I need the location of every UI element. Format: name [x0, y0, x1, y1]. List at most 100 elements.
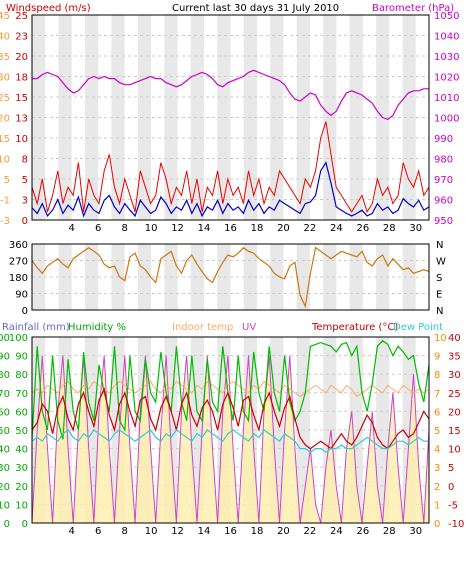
y-tick-label: -5: [448, 500, 458, 511]
y-tick-label: 30: [0, 463, 10, 474]
x-tick-label: 4: [69, 223, 75, 234]
y-tick-label: 10: [15, 134, 28, 145]
y-tick-label: 3: [434, 463, 440, 474]
y-tick-label: 30: [15, 463, 28, 474]
x-tick-label: 6: [95, 526, 101, 537]
y-tick-label: 35: [0, 52, 10, 63]
humidity-line: [31, 339, 430, 440]
x-tick-label: 16: [224, 526, 237, 537]
y-tick-label: 50: [0, 426, 10, 437]
y-tick-label: 9: [434, 352, 440, 363]
y-tick-label: 18: [15, 73, 28, 84]
y-tick-label: 270: [9, 257, 28, 268]
y-tick-label: 5: [4, 175, 10, 186]
y-tick-label: 40: [448, 333, 461, 344]
day-band: [58, 15, 72, 220]
y-tick-label: 90: [15, 352, 28, 363]
y-tick-label: 13: [15, 114, 28, 125]
y-tick-label: 5: [434, 426, 440, 437]
y-tick-label: 40: [15, 445, 28, 456]
y-tick-label: 45: [0, 11, 10, 22]
day-band: [402, 15, 416, 220]
y-tick-label: 20: [15, 52, 28, 63]
y-tick-label: 50: [15, 426, 28, 437]
y-tick-label: 1000: [434, 114, 459, 125]
y-tick-label: 1010: [434, 93, 459, 104]
wind-barometer-panel: 45403530252015105-1-32523201815131085301…: [0, 11, 459, 234]
y-tick-label: 8: [22, 155, 28, 166]
y-tick-label: 5: [22, 175, 28, 186]
day-band: [84, 15, 99, 220]
y-tick-label: 0: [22, 306, 28, 317]
y-tick-label: 60: [0, 407, 10, 418]
y-tick-label: 60: [15, 407, 28, 418]
y-tick-label: 10: [448, 445, 461, 456]
y-tick-label: -10: [448, 519, 464, 530]
y-tick-label: W: [436, 257, 446, 268]
y-tick-label: 90: [15, 290, 28, 301]
y-tick-label: 30: [0, 73, 10, 84]
day-band: [270, 15, 284, 220]
climate-panel: 1009080706050403020100100908070605040302…: [0, 333, 464, 537]
y-tick-label: 990: [434, 134, 453, 145]
plot-border: [31, 243, 430, 311]
x-tick-label: 20: [277, 223, 290, 234]
y-tick-label: 3: [22, 196, 28, 207]
y-tick-label: 10: [15, 500, 28, 511]
day-band: [217, 15, 231, 220]
x-tick-label: 30: [409, 223, 422, 234]
x-tick-label: 8: [121, 526, 127, 537]
y-tick-label: -1: [0, 196, 10, 207]
gust-line: [31, 121, 430, 213]
y-tick-label: 25: [448, 389, 461, 400]
x-tick-label: 14: [198, 223, 211, 234]
y-tick-label: S: [436, 273, 442, 284]
y-tick-label: 8: [434, 370, 440, 381]
x-tick-label: 22: [304, 223, 317, 234]
x-tick-label: 28: [383, 526, 396, 537]
y-tick-label: 70: [15, 389, 28, 400]
y-tick-label: 10: [0, 155, 10, 166]
y-tick-label: 20: [448, 407, 461, 418]
y-tick-label: 20: [0, 482, 10, 493]
y-tick-label: 970: [434, 175, 453, 186]
y-tick-label: 950: [434, 216, 453, 227]
y-tick-label: N: [436, 306, 443, 317]
y-tick-label: 23: [15, 32, 28, 43]
y-tick-label: 20: [0, 114, 10, 125]
y-tick-label: 40: [0, 32, 10, 43]
x-tick-label: 10: [145, 223, 158, 234]
x-tick-label: 18: [251, 526, 264, 537]
day-band: [137, 15, 152, 220]
y-tick-label: 30: [448, 370, 461, 381]
direction-line: [31, 246, 430, 309]
y-tick-label: 0: [448, 482, 454, 493]
y-tick-label: 80: [15, 370, 28, 381]
y-tick-label: 1: [434, 500, 440, 511]
y-tick-label: 35: [448, 352, 461, 363]
y-tick-label: 0: [4, 519, 10, 530]
y-tick-label: 0: [22, 216, 28, 227]
y-tick-label: 360: [9, 240, 28, 251]
y-tick-label: E: [436, 290, 442, 301]
x-tick-label: 24: [330, 223, 343, 234]
y-tick-label: N: [436, 240, 443, 251]
plot-border: [31, 336, 430, 524]
x-tick-label: 8: [121, 223, 127, 234]
legend-dew-point: Dew Point: [393, 322, 443, 333]
y-tick-label: 15: [0, 134, 10, 145]
x-tick-label: 24: [330, 526, 343, 537]
y-tick-label: 70: [0, 389, 10, 400]
legend-temperature: Temperature (°C): [311, 322, 398, 333]
x-tick-label: 16: [224, 223, 237, 234]
x-tick-label: 14: [198, 526, 211, 537]
y-tick-label: 40: [0, 445, 10, 456]
y-tick-label: 20: [15, 482, 28, 493]
y-tick-label: 960: [434, 196, 453, 207]
wind-line: [31, 161, 430, 218]
y-tick-label: -3: [0, 216, 10, 227]
x-tick-label: 26: [356, 223, 369, 234]
